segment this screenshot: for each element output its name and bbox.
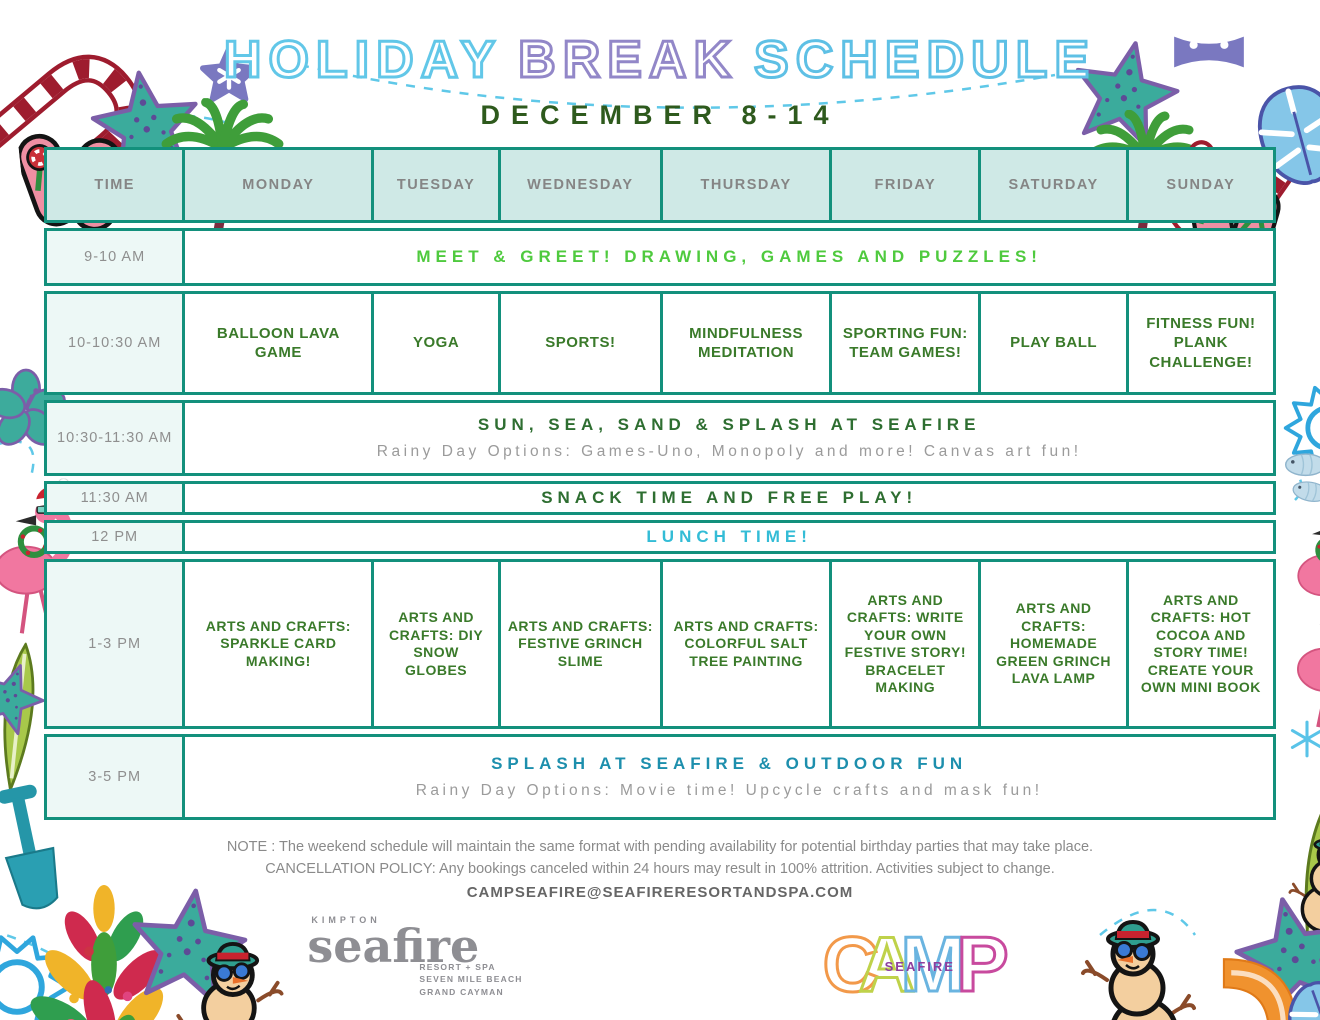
cancellation-policy-text: CANCELLATION POLICY: Any bookings cancel… bbox=[265, 861, 1055, 878]
rainy-day-options: Rainy Day Options: Games-Uno, Monopoly a… bbox=[376, 443, 1082, 460]
column-header-wednesday: WEDNESDAY bbox=[497, 150, 660, 220]
table-row: 12 PM LUNCH TIME! bbox=[44, 520, 1276, 554]
schedule-table: TIME MONDAY TUESDAY WEDNESDAY THURSDAY F… bbox=[44, 147, 1276, 820]
kimpton-seafire-logo: KIMPTON seafire RESORT + SPA SEVEN MILE … bbox=[307, 915, 522, 999]
column-header-sunday: SUNDAY bbox=[1125, 150, 1273, 220]
table-row: 11:30 AM SNACK TIME AND FREE PLAY! bbox=[44, 481, 1276, 515]
activity-cell: ARTS AND CRAFTS: FESTIVE GRINCH SLIME bbox=[497, 562, 660, 726]
camp-letter: P bbox=[955, 918, 1010, 1009]
table-row: 10-10:30 AM BALLOON LAVA GAME YOGA SPORT… bbox=[44, 291, 1276, 395]
title-word: BREAK bbox=[517, 30, 739, 91]
activity-cell: MINDFULNESS MEDITATION bbox=[660, 294, 829, 392]
activity-cell: BALLOON LAVA GAME bbox=[182, 294, 371, 392]
footer-notes: NOTE : The weekend schedule will maintai… bbox=[0, 836, 1320, 881]
column-header-friday: FRIDAY bbox=[829, 150, 979, 220]
table-row: 9-10 AM MEET & GREET! DRAWING, GAMES AND… bbox=[44, 228, 1276, 286]
title-word: SCHEDULE bbox=[753, 30, 1097, 91]
camp-seafire-logo: C A M P SEAFIRE bbox=[821, 918, 1013, 1011]
camp-letter: A bbox=[857, 918, 916, 1009]
activity-cell: ARTS AND CRAFTS: WRITE YOUR OWN FESTIVE … bbox=[829, 562, 978, 726]
activity-cell: SPORTS! bbox=[497, 294, 660, 392]
activity-cell: ARTS AND CRAFTS: HOT COCOA AND STORY TIM… bbox=[1125, 562, 1273, 726]
contact-email: CAMPSEAFIRE@SEAFIRERESORTANDSPA.COM bbox=[466, 883, 854, 901]
time-label: 3-5 PM bbox=[47, 737, 183, 817]
splash-morning-message: SUN, SEA, SAND & SPLASH AT SEAFIRE Rainy… bbox=[182, 403, 1273, 473]
activity-cell: ARTS AND CRAFTS: COLORFUL SALT TREE PAIN… bbox=[660, 562, 829, 726]
camp-letter: M bbox=[899, 918, 967, 1009]
seafire-wordmark: seafire bbox=[307, 918, 480, 973]
column-header-monday: MONDAY bbox=[182, 150, 372, 220]
table-row: 3-5 PM SPLASH AT SEAFIRE & OUTDOOR FUN R… bbox=[44, 734, 1276, 820]
time-label: 11:30 AM bbox=[47, 484, 183, 512]
camp-center-label: SEAFIRE bbox=[884, 958, 955, 974]
time-label: 10:30-11:30 AM bbox=[47, 403, 183, 473]
column-header-saturday: SATURDAY bbox=[978, 150, 1126, 220]
rainy-day-options: Rainy Day Options: Movie time! Upcycle c… bbox=[415, 782, 1043, 799]
activity-cell: ARTS AND CRAFTS: HOMEMADE GREEN GRINCH L… bbox=[978, 562, 1125, 726]
date-range: DECEMBER 8-14 bbox=[480, 100, 840, 130]
splash-afternoon-message: SPLASH AT SEAFIRE & OUTDOOR FUN Rainy Da… bbox=[182, 737, 1273, 817]
lunch-time-message: LUNCH TIME! bbox=[182, 523, 1273, 551]
time-label: 1-3 PM bbox=[47, 562, 183, 726]
column-header-thursday: THURSDAY bbox=[660, 150, 830, 220]
table-header-row: TIME MONDAY TUESDAY WEDNESDAY THURSDAY F… bbox=[44, 147, 1276, 223]
seafire-logo-sublines: RESORT + SPA SEVEN MILE BEACH GRAND CAYM… bbox=[419, 961, 523, 998]
activity-cell: ARTS AND CRAFTS: DIY SNOW GLOBES bbox=[371, 562, 497, 726]
table-row: 1-3 PM ARTS AND CRAFTS: SPARKLE CARD MAK… bbox=[44, 559, 1276, 729]
activity-cell: ARTS AND CRAFTS: SPARKLE CARD MAKING! bbox=[182, 562, 371, 726]
splash-morning-title: SUN, SEA, SAND & SPLASH AT SEAFIRE bbox=[477, 415, 981, 434]
activity-cell: FITNESS FUN! PLANK CHALLENGE! bbox=[1125, 294, 1273, 392]
footer-logos: KIMPTON seafire RESORT + SPA SEVEN MILE … bbox=[0, 915, 1320, 1011]
column-header-tuesday: TUESDAY bbox=[371, 150, 498, 220]
time-label: 10-10:30 AM bbox=[47, 294, 183, 392]
holiday-schedule-flyer: HOLIDAY BREAK SCHEDULE DECEMBER 8-14 TIME … bbox=[0, 30, 1320, 1020]
activity-cell: YOGA bbox=[371, 294, 497, 392]
column-header-time: TIME bbox=[47, 150, 183, 220]
activity-cell: SPORTING FUN: TEAM GAMES! bbox=[829, 294, 978, 392]
splash-afternoon-title: SPLASH AT SEAFIRE & OUTDOOR FUN bbox=[491, 754, 968, 773]
snack-time-message: SNACK TIME AND FREE PLAY! bbox=[182, 484, 1273, 512]
note-text: NOTE : The weekend schedule will maintai… bbox=[226, 839, 1094, 855]
table-row: 10:30-11:30 AM SUN, SEA, SAND & SPLASH A… bbox=[44, 400, 1276, 476]
title-word: HOLIDAY bbox=[222, 30, 503, 91]
camp-letter: C bbox=[821, 918, 880, 1009]
page-title: HOLIDAY BREAK SCHEDULE bbox=[0, 30, 1320, 91]
time-label: 12 PM bbox=[47, 523, 183, 551]
activity-cell: PLAY BALL bbox=[978, 294, 1125, 392]
meet-and-greet-message: MEET & GREET! DRAWING, GAMES AND PUZZLES… bbox=[182, 231, 1273, 283]
kimpton-brand-label: KIMPTON bbox=[311, 914, 381, 925]
time-label: 9-10 AM bbox=[47, 231, 183, 283]
